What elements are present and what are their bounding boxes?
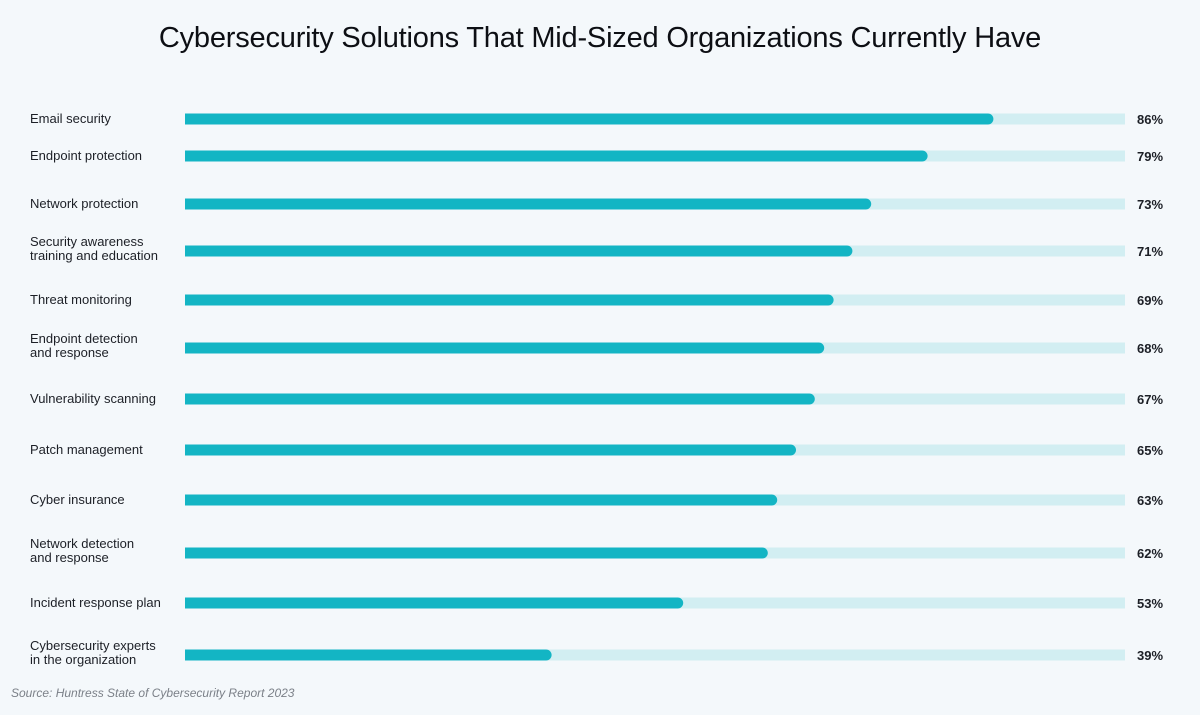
category-label: Email security bbox=[30, 111, 111, 126]
bar bbox=[185, 649, 552, 661]
category-label: Patch management bbox=[30, 442, 143, 457]
bar-start bbox=[185, 198, 193, 210]
bar bbox=[185, 294, 834, 306]
category-label: Cybersecurity experts in the organization bbox=[30, 638, 156, 667]
bar-start bbox=[185, 342, 193, 354]
value-label: 62% bbox=[1137, 546, 1163, 561]
bar-start bbox=[185, 444, 193, 456]
value-label: 53% bbox=[1137, 596, 1163, 611]
bar bbox=[185, 245, 853, 257]
category-label: Network protection bbox=[30, 196, 138, 211]
bar bbox=[185, 494, 778, 506]
category-label: Cyber insurance bbox=[30, 492, 125, 507]
category-label: Threat monitoring bbox=[30, 292, 132, 307]
category-label: Endpoint protection bbox=[30, 148, 142, 163]
category-label: Security awareness training and education bbox=[30, 234, 158, 263]
value-label: 65% bbox=[1137, 443, 1163, 458]
bar bbox=[185, 198, 872, 210]
bar bbox=[185, 150, 928, 162]
bar-track bbox=[185, 649, 1125, 661]
category-label: Incident response plan bbox=[30, 595, 161, 610]
source-note: Source: Huntress State of Cybersecurity … bbox=[11, 686, 295, 700]
bar bbox=[185, 393, 815, 405]
bar-start bbox=[185, 649, 193, 661]
bar bbox=[185, 547, 768, 559]
bar bbox=[185, 444, 796, 456]
value-label: 39% bbox=[1137, 648, 1163, 663]
bar bbox=[185, 342, 825, 354]
value-label: 73% bbox=[1137, 197, 1163, 212]
value-label: 69% bbox=[1137, 293, 1163, 308]
category-label: Vulnerability scanning bbox=[30, 391, 156, 406]
bar-start bbox=[185, 245, 193, 257]
bar-start bbox=[185, 150, 193, 162]
bar bbox=[185, 597, 684, 609]
bar-start bbox=[185, 113, 193, 125]
value-label: 68% bbox=[1137, 341, 1163, 356]
bar-start bbox=[185, 547, 193, 559]
bar bbox=[185, 113, 994, 125]
bar-start bbox=[185, 494, 193, 506]
value-label: 71% bbox=[1137, 244, 1163, 259]
bar-start bbox=[185, 294, 193, 306]
category-label: Network detection and response bbox=[30, 536, 134, 565]
bar-start bbox=[185, 393, 193, 405]
category-label: Endpoint detection and response bbox=[30, 331, 138, 360]
value-label: 63% bbox=[1137, 493, 1163, 508]
value-label: 79% bbox=[1137, 149, 1163, 164]
value-label: 67% bbox=[1137, 392, 1163, 407]
chart-title: Cybersecurity Solutions That Mid-Sized O… bbox=[158, 22, 1042, 54]
bar-start bbox=[185, 597, 193, 609]
value-label: 86% bbox=[1137, 112, 1163, 127]
